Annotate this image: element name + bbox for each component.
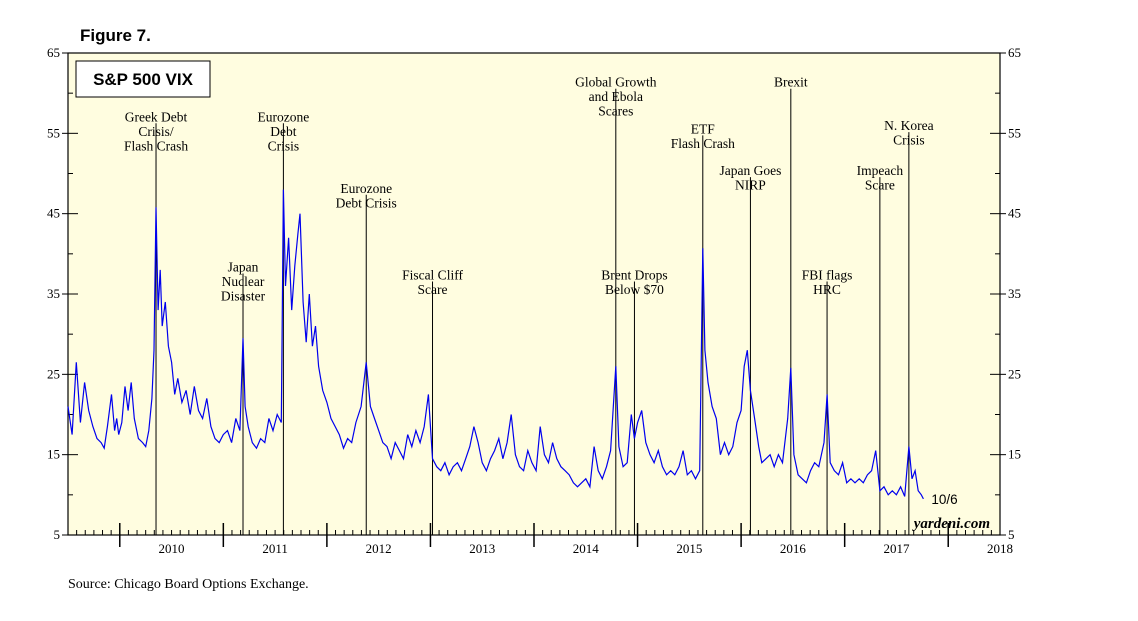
event-label: Japan Goes NIRP	[720, 163, 782, 193]
event-label: Impeach Scare	[857, 163, 904, 193]
y-tick-label-left: 65	[47, 45, 60, 60]
event-label-line: Disaster	[221, 289, 266, 304]
credit-text: yardeni.com	[912, 516, 990, 532]
event-label: ETF Flash Crash	[671, 121, 735, 151]
event-label: Global Growth and Ebola Scares	[575, 75, 657, 119]
event-label-line: Fiscal Cliff	[402, 268, 463, 283]
event-label: Japan Nuclear Disaster	[221, 260, 266, 304]
x-tick-label: 2014	[573, 541, 600, 556]
figure-label: Figure 7.	[80, 26, 151, 45]
x-tick-label: 2015	[676, 541, 702, 556]
event-label-line: Below $70	[605, 282, 664, 297]
vix-series-line	[67, 189, 924, 500]
event-label: Eurozone Debt Crisis	[258, 109, 310, 153]
x-tick-label: 2012	[366, 541, 392, 556]
event-label-line: HRC	[813, 282, 841, 297]
x-tick-label: 2011	[262, 541, 288, 556]
event-label-line: Flash Crash	[124, 138, 188, 153]
y-tick-label-left: 55	[47, 125, 60, 140]
y-tick-label-left: 5	[54, 527, 61, 542]
event-label: FBI flags HRC	[802, 268, 853, 298]
title-box	[75, 60, 211, 98]
x-axis: 2010 2011 2012 2013 2014 2015 2016 2017 2018	[76, 523, 1013, 556]
x-tick-label: 2018	[987, 541, 1013, 556]
x-tick-label: 2013	[469, 541, 495, 556]
x-tick-label: 2016	[780, 541, 807, 556]
event-label: N. Korea Crisis	[884, 118, 933, 148]
event-label-line: Japan	[228, 260, 259, 275]
event-label: Brexit	[774, 75, 808, 90]
event-label-line: Scare	[865, 178, 895, 193]
y-tick-label-right: 65	[1008, 45, 1021, 60]
event-label-line: ETF	[691, 121, 715, 136]
y-tick-label-left: 15	[47, 447, 60, 462]
event-label-line: Scare	[418, 282, 448, 297]
event-label-line: Crisis	[268, 138, 300, 153]
event-label-line: and Ebola	[589, 89, 643, 104]
y-tick-label-left: 25	[47, 366, 60, 381]
event-label-line: Flash Crash	[671, 136, 735, 151]
y-axis-right: 5 15 25 35 45 55 65	[990, 45, 1021, 542]
event-label-line: Eurozone	[340, 181, 392, 196]
event-label-line: Brent Drops	[601, 268, 667, 283]
event-label-line: Eurozone	[258, 109, 310, 124]
plot-area	[67, 52, 1001, 536]
y-tick-label-left: 45	[47, 206, 60, 221]
event-label-line: Brexit	[774, 75, 808, 90]
event-label-line: Crisis	[893, 133, 925, 148]
y-tick-label-right: 55	[1008, 125, 1021, 140]
event-label-line: NIRP	[735, 178, 766, 193]
event-labels: Greek Debt Crisis/Flash Crash Japan Nuclear…	[124, 75, 934, 304]
event-label-line: Greek Debt	[125, 109, 188, 124]
event-label-line: Nuclear	[222, 274, 265, 289]
source-note: Source: Chicago Board Options Exchange.	[68, 577, 309, 592]
event-label: Greek Debt Crisis/Flash Crash	[124, 109, 188, 153]
x-tick-label: 2010	[159, 541, 185, 556]
event-label-line: FBI flags	[802, 268, 853, 283]
x-tick-label: 2017	[883, 541, 910, 556]
end-date-label: 10/6	[931, 492, 957, 507]
y-tick-label-right: 15	[1008, 447, 1021, 462]
event-label-line: Debt	[270, 124, 296, 139]
event-label: Eurozone Debt Crisis	[336, 181, 397, 211]
event-label-line: N. Korea	[884, 118, 933, 133]
event-label: Brent Drops Below $70	[601, 268, 667, 298]
y-tick-label-right: 25	[1008, 366, 1021, 381]
y-tick-label-right: 5	[1008, 527, 1015, 542]
y-tick-label-right: 45	[1008, 206, 1021, 221]
event-label-line: Scares	[598, 104, 633, 119]
y-axis-left: 5 15 25 35 45 55 65	[47, 45, 78, 542]
event-label-line: Global Growth	[575, 75, 657, 90]
y-tick-label-left: 35	[47, 286, 60, 301]
event-label-line: Crisis/	[138, 124, 174, 139]
event-label-line: Japan Goes	[720, 163, 782, 178]
chart-title: S&P 500 VIX	[93, 70, 194, 89]
event-label: Fiscal Cliff Scare	[402, 268, 463, 298]
event-label-line: Impeach	[857, 163, 904, 178]
y-tick-label-right: 35	[1008, 286, 1021, 301]
event-label-line: Debt Crisis	[336, 195, 397, 210]
